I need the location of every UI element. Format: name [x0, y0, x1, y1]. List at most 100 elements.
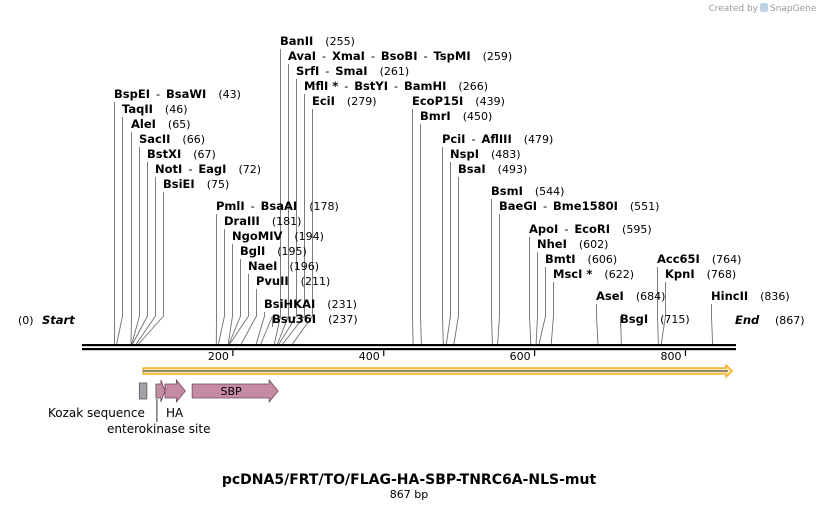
site-label[interactable]: DraIII (181)	[224, 214, 301, 228]
site-position: (768)	[707, 268, 737, 281]
end-label: End	[735, 313, 760, 327]
snapgene-logo-icon	[760, 3, 768, 12]
site-label[interactable]: KpnI (768)	[665, 267, 736, 281]
site-label[interactable]: ApoI - EcoRI (595)	[529, 222, 652, 236]
site-label[interactable]: PciI - AflIII (479)	[442, 132, 553, 146]
site-label[interactable]: Bsu36I (237)	[272, 312, 358, 326]
site-position: (551)	[630, 200, 660, 213]
features[interactable]: SBP	[138, 378, 279, 422]
site-line	[550, 282, 554, 345]
site-label[interactable]: BsaI (493)	[458, 162, 527, 176]
enzyme-name: Bme1580I	[553, 199, 618, 213]
snapgene-credit[interactable]: Created by SnapGene	[708, 3, 817, 14]
enzyme-name: KpnI	[665, 267, 695, 281]
site-label[interactable]: TaqII (46)	[122, 102, 188, 116]
enzyme-name: EagI	[198, 162, 226, 176]
site-label[interactable]: BaeGI - Bme1580I (551)	[499, 199, 659, 213]
site-line	[130, 132, 132, 345]
site-label[interactable]: BmtI (606)	[545, 252, 617, 266]
site-label[interactable]: BsiHKAI (231)	[264, 297, 357, 311]
site-line	[240, 289, 257, 345]
site-line	[529, 237, 532, 345]
site-label[interactable]: AleI (65)	[131, 117, 191, 131]
enzyme-name: AvaI	[288, 49, 316, 63]
site-label[interactable]: PmlI - BsaAI (178)	[216, 199, 339, 213]
site-label[interactable]: BstXI (67)	[147, 147, 216, 161]
enzyme-name: BstYI	[354, 79, 388, 93]
feature-shape[interactable]	[138, 382, 148, 400]
enzyme-name: EcoRI	[574, 222, 610, 236]
feature-shape[interactable]	[191, 378, 279, 404]
enzyme-name: XmaI	[332, 49, 365, 63]
enzyme-name: HincII	[711, 289, 748, 303]
site-line	[228, 259, 241, 345]
enzyme-name: BsgI	[620, 312, 648, 326]
enzyme-name: NgoMIV	[232, 229, 282, 243]
enzyme-name: NspI	[450, 147, 479, 161]
site-label[interactable]: NheI (602)	[537, 237, 608, 251]
site-line	[135, 177, 156, 345]
site-line	[538, 267, 546, 345]
site-label[interactable]: HincII (836)	[711, 289, 790, 303]
site-label[interactable]: NgoMIV (194)	[232, 229, 324, 243]
site-line	[442, 147, 444, 345]
enzyme-name: NotI	[155, 162, 182, 176]
enzyme-name: BstXI	[147, 147, 181, 161]
site-line	[412, 109, 414, 345]
site-label[interactable]: AvaI - XmaI - BsoBI - TspMI (259)	[288, 49, 512, 63]
site-position: (194)	[294, 230, 324, 243]
site-label[interactable]: PvuII (211)	[256, 274, 330, 288]
site-label[interactable]: BanII (255)	[280, 34, 355, 48]
site-line	[273, 49, 281, 345]
site-label[interactable]: NaeI (196)	[248, 259, 319, 273]
site-name-separator: -	[344, 79, 348, 93]
site-name-separator: -	[325, 64, 329, 78]
enzyme-name: BanII	[280, 34, 313, 48]
site-line	[260, 315, 273, 345]
site-position: (602)	[579, 238, 609, 251]
site-label[interactable]: NotI - EagI (72)	[155, 162, 261, 176]
feature-label-ha: HA	[166, 406, 184, 420]
site-label[interactable]: EcoP15I (439)	[412, 94, 505, 108]
plasmid-length: 867 bp	[390, 488, 428, 501]
feature-shape[interactable]	[164, 378, 186, 404]
site-line	[620, 315, 622, 345]
site-position: (72)	[238, 163, 261, 176]
site-label[interactable]: BglI (195)	[240, 244, 307, 258]
site-label[interactable]: EciI (279)	[312, 94, 377, 108]
tick-label: 400	[359, 350, 380, 363]
orf-arrow[interactable]	[142, 363, 733, 379]
enzyme-name: Bsu36I	[272, 312, 316, 326]
enzyme-name: EcoP15I	[412, 94, 463, 108]
site-position: (479)	[524, 133, 554, 146]
enzyme-name: AflIII	[481, 132, 511, 146]
site-line	[453, 177, 459, 345]
site-label[interactable]: Acc65I (764)	[657, 252, 741, 266]
dna-backbone[interactable]	[82, 344, 736, 351]
enzyme-name: BsaI	[458, 162, 486, 176]
site-position: (439)	[475, 95, 505, 108]
site-label[interactable]: BsgI (715)	[620, 312, 690, 326]
site-label[interactable]: BsiEI (75)	[163, 177, 229, 191]
site-line	[535, 252, 538, 345]
site-label[interactable]: BmrI (450)	[420, 109, 492, 123]
site-name-separator: -	[423, 49, 427, 63]
site-position: (195)	[277, 245, 307, 258]
site-label[interactable]: SacII (66)	[139, 132, 205, 146]
enzyme-name: TaqII	[122, 102, 153, 116]
site-label[interactable]: BspEI - BsaWI (43)	[114, 87, 241, 101]
credit-brand: SnapGene	[770, 4, 817, 14]
site-label[interactable]: NspI (483)	[450, 147, 521, 161]
site-name-separator: -	[251, 199, 255, 213]
feature-label-enterokinase: enterokinase site	[107, 422, 210, 436]
site-name-separator: -	[394, 79, 398, 93]
enzyme-name: ApoI	[529, 222, 558, 236]
feature-shape[interactable]	[155, 379, 166, 403]
site-labels: BspEI - BsaWI (43)TaqII (46)AleI (65)SacII (66…	[114, 34, 790, 326]
site-label[interactable]: BsmI (544)	[491, 184, 564, 198]
site-label[interactable]: MscI * (622)	[553, 267, 634, 281]
enzyme-name: AleI	[131, 117, 156, 131]
site-label[interactable]: MflI * - BstYI - BamHI (266)	[304, 79, 488, 93]
site-label[interactable]: AseI (684)	[596, 289, 665, 303]
site-label[interactable]: SrfI - SmaI (261)	[296, 64, 409, 78]
